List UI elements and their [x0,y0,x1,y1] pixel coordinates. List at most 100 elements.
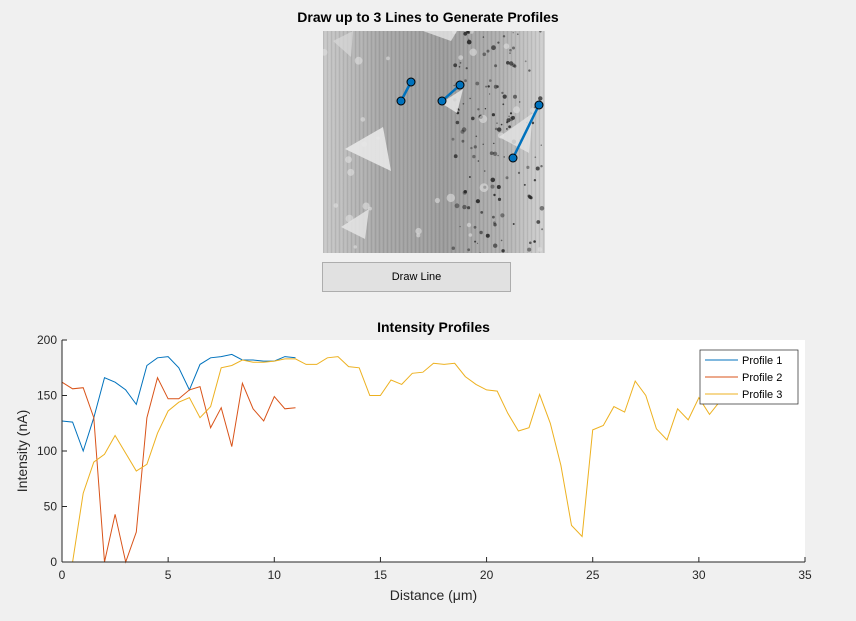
dark-spot [453,84,455,87]
light-spot [530,107,536,113]
legend[interactable]: Profile 1 Profile 2 Profile 3 [699,349,799,405]
x-tick-label: 15 [374,568,388,582]
dark-spot [503,156,505,158]
dark-spot [538,96,543,101]
light-spot [347,168,355,176]
dark-spot [469,97,471,100]
dark-spot [493,223,497,227]
dark-spot [517,33,519,35]
dark-spot [501,249,505,253]
dark-spot [484,108,487,110]
dark-spot [489,151,494,155]
dark-spot [467,248,471,252]
dark-spot [485,233,490,238]
light-spot [537,247,543,252]
dark-spot [482,143,484,145]
dark-spot [512,32,514,34]
light-spot [458,55,464,60]
drawn-line-1[interactable] [396,77,416,106]
line-endpoint-handle [437,96,447,106]
y-tick-label: 150 [37,389,57,403]
series-line-profile-2 [61,376,296,564]
dark-spot [505,176,509,180]
dark-spot [464,79,467,83]
dark-spot [459,225,461,228]
light-spot [360,117,366,122]
dark-spot [500,213,505,218]
dark-spot [489,79,492,82]
light-spot [434,197,440,204]
dark-spot [489,93,491,95]
light-spot [354,56,363,65]
series-line-profile-3 [62,356,731,563]
triangle-feature [345,127,391,171]
dark-spot [475,135,478,138]
dark-spot [492,215,495,219]
drawn-line-segment [511,104,541,159]
x-axis-label: Distance (μm) [390,587,477,603]
dark-spot [519,101,521,103]
microscopy-image-panel[interactable] [323,31,545,253]
drawn-line-3[interactable] [508,100,544,163]
dark-spot [534,156,537,158]
intensity-profiles-axes[interactable]: 0 5 10 15 20 25 30 35 0 50 100 150 200 Distance (μm)… [0,330,856,621]
dark-spot [467,38,470,40]
dark-spot [540,165,543,168]
light-spot [416,233,421,238]
dark-spot [490,177,496,183]
dark-spot [475,199,480,204]
dark-spot [496,122,498,124]
line-endpoint-handle [455,80,465,90]
dark-spot [509,112,513,115]
dark-spot [473,225,477,229]
x-tick-label: 25 [586,568,600,582]
x-tick-label: 35 [798,568,812,582]
dark-spot [461,127,467,132]
dark-spot [529,241,532,245]
dark-spot [509,48,512,52]
draw-line-button[interactable]: Draw Line [322,262,511,292]
light-spot [333,203,339,208]
light-spot [466,222,472,228]
dark-spot [477,108,480,111]
series-layer [61,353,731,564]
light-spot [415,227,422,235]
light-spot [468,233,473,237]
dark-spot [474,240,477,243]
dark-spot [477,160,480,162]
dark-spot [528,195,532,199]
dark-spot [463,190,467,194]
dark-spot [491,45,496,51]
y-tick-label: 200 [37,333,57,347]
dark-spot [497,197,502,201]
legend-label-profile-3: Profile 3 [742,389,782,401]
x-tick-label: 0 [59,568,66,582]
dark-spot [479,252,481,253]
dark-spot [453,154,458,159]
light-spot [479,183,489,193]
dark-spot [526,165,530,169]
dark-spot [527,247,532,252]
legend-label-profile-2: Profile 2 [742,372,782,384]
dark-spot [458,66,461,68]
line-endpoint-handle [508,153,518,163]
triangle-feature [441,89,463,113]
microscopy-image[interactable] [323,31,545,253]
dark-spot [462,204,467,210]
light-spot [503,43,510,49]
dark-spot [540,144,542,146]
x-tick-label: 20 [480,568,494,582]
light-spot [513,106,521,114]
dark-spot [497,127,502,132]
dark-spot [539,206,545,211]
dark-spot [508,125,511,129]
drawn-line-2[interactable] [437,80,465,106]
dark-spot [509,116,514,122]
dark-spot [468,176,471,178]
dark-spot [528,69,531,72]
dark-spot [506,128,508,130]
dark-spot [506,118,511,123]
drawn-profile-lines[interactable] [396,77,544,163]
y-tick-label: 50 [44,500,58,514]
dark-spot [512,46,515,50]
